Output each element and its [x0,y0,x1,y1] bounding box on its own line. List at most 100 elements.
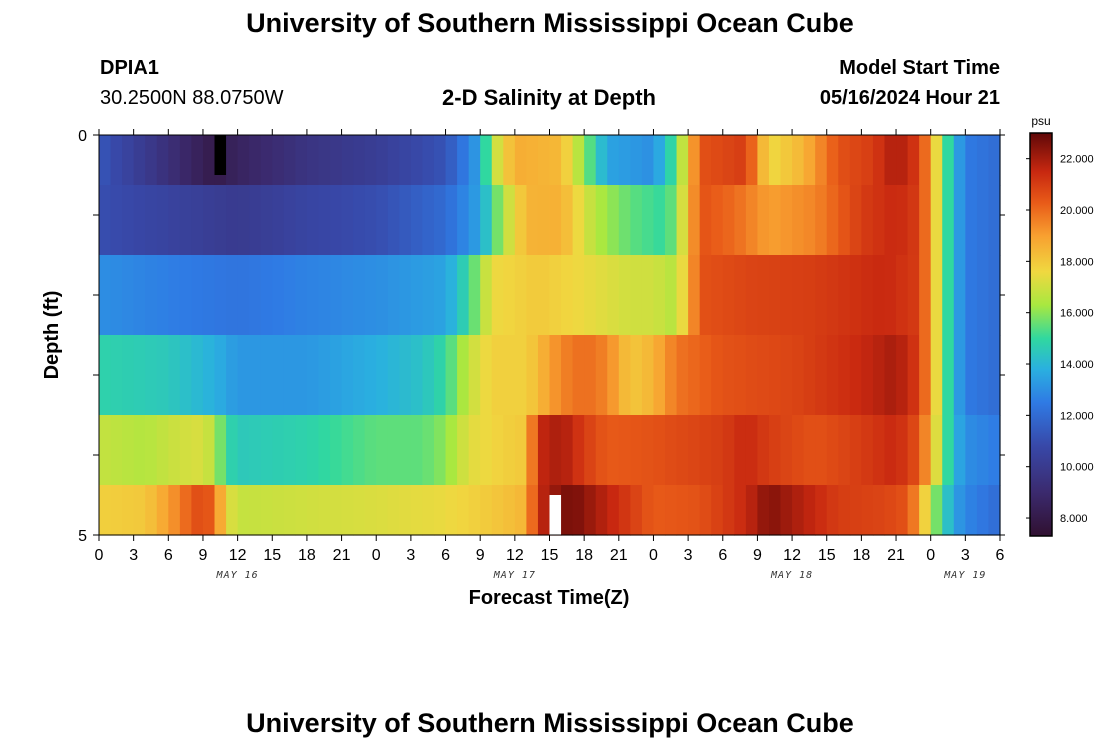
heatmap-cell [237,185,250,256]
heatmap-cell [757,255,770,336]
y-axis: 05 [78,128,1005,545]
heatmap-cell [364,255,377,336]
heatmap-cell [422,485,435,536]
heatmap-cell [318,255,331,336]
heatmap-cell [584,255,597,336]
x-axis: 0 3 6 9 12 15 18 21 0 3 6 9 12 15 18 21 0 3 6 9 12 15 18 21 0 3 6M… [95,129,1005,581]
heatmap-cell [387,415,400,486]
heatmap-cell [133,255,146,336]
heatmap-cell [768,185,782,256]
heatmap-cell [330,135,343,186]
heatmap-cell [433,485,447,536]
heatmap-cell [988,415,1001,486]
heatmap-cell [214,185,227,256]
heatmap-cell [676,485,689,536]
heatmap-cell [376,185,389,256]
heatmap-cell [676,135,689,186]
heatmap-cell [734,185,747,256]
heatmap-cell [745,255,759,336]
heatmap-cell [653,335,666,416]
heatmap-cell [226,255,239,336]
heatmap-cell [202,135,216,186]
heatmap-cell [445,335,458,416]
colorbar-unit: psu [1031,114,1050,128]
colorbar-scale [1029,132,1053,537]
heatmap-cell [491,415,504,486]
heatmap-cell [387,135,400,186]
heatmap-cell [653,485,666,536]
heatmap-cell [688,135,701,186]
heatmap-cell [537,415,551,486]
heatmap-cell [653,185,666,256]
heatmap-cell [376,135,389,186]
model-start-label: Model Start Time [839,57,1000,79]
heatmap-cell [422,335,435,416]
heatmap-cell [353,185,366,256]
heatmap-cell [792,335,805,416]
heatmap-cell [676,335,689,416]
x-tick-label: 3 [684,547,693,564]
heatmap-cell [549,135,562,186]
heatmap-cell [526,185,539,256]
heatmap-cell [156,485,169,536]
heatmap-cell [780,135,793,186]
heatmap-cell [249,485,262,536]
x-tick-label: 6 [718,547,727,564]
heatmap-cell [341,485,354,536]
heatmap-cell [665,135,678,186]
heatmap-cell [849,255,862,336]
heatmap-cell [110,335,123,416]
heatmap-cell [491,485,504,536]
heatmap-cell [376,335,389,416]
heatmap-cell [514,255,527,336]
heatmap-cell [907,335,920,416]
heatmap-cell [503,135,516,186]
heatmap-cell [260,255,273,336]
heatmap-cell [445,135,458,186]
colorbar: psu 8.000 10.000 12.000 14.000 16.000 18.000 2… [1026,114,1094,537]
heatmap-cell [283,415,296,486]
heatmap-cell [283,135,296,186]
heatmap-cell [122,135,135,186]
heatmap-cell [688,255,701,336]
heatmap-cell [399,185,412,256]
heatmap-cell [457,255,470,336]
heatmap-cell [457,135,470,186]
heatmap-cell [665,255,678,336]
heatmap-cell [364,135,377,186]
heatmap-cell [953,135,966,186]
heatmap-cell [699,415,712,486]
heatmap-cell [237,335,250,416]
heatmap-cell [341,185,354,256]
heatmap-cell [318,485,331,536]
heatmap-cell [849,415,862,486]
heatmap-cell [976,135,990,186]
heatmap-cell [457,415,470,486]
heatmap-cell [249,335,262,416]
x-tick-label: 9 [476,547,485,564]
heatmap-cell [491,185,504,256]
heatmap-cell [792,255,805,336]
heatmap-cell [330,415,343,486]
heatmap-cell [433,415,447,486]
heatmap-cell [815,485,828,536]
heatmap-cell [584,485,597,536]
x-tick-label: 3 [961,547,970,564]
heatmap-cell [168,335,181,416]
heatmap-cell [399,135,412,186]
heatmap-cell [549,415,562,486]
heatmap-cell [214,415,227,486]
heatmap-cell [260,485,273,536]
heatmap-cell [445,185,458,256]
heatmap-cell [387,335,400,416]
heatmap-cell [422,255,435,336]
heatmap-cell [595,415,608,486]
heatmap-cell [353,485,366,536]
heatmap-cell [861,335,874,416]
heatmap-cell [826,185,839,256]
heatmap-cell [306,255,320,336]
heatmap-cell [722,185,735,256]
heatmap-cell [607,335,620,416]
heatmap-cell [433,255,447,336]
heatmap-cell [306,415,320,486]
